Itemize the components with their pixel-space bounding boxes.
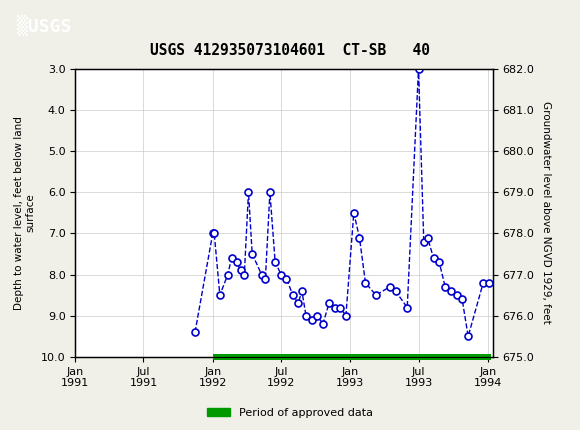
Text: ▒USGS: ▒USGS: [17, 15, 72, 37]
Bar: [213, 354, 491, 360]
Y-axis label: Depth to water level, feet below land
surface: Depth to water level, feet below land su…: [14, 116, 35, 310]
Y-axis label: Groundwater level above NGVD 1929, feet: Groundwater level above NGVD 1929, feet: [541, 101, 551, 324]
Legend: Period of approved data: Period of approved data: [203, 403, 377, 422]
Text: USGS 412935073104601  CT-SB   40: USGS 412935073104601 CT-SB 40: [150, 43, 430, 58]
